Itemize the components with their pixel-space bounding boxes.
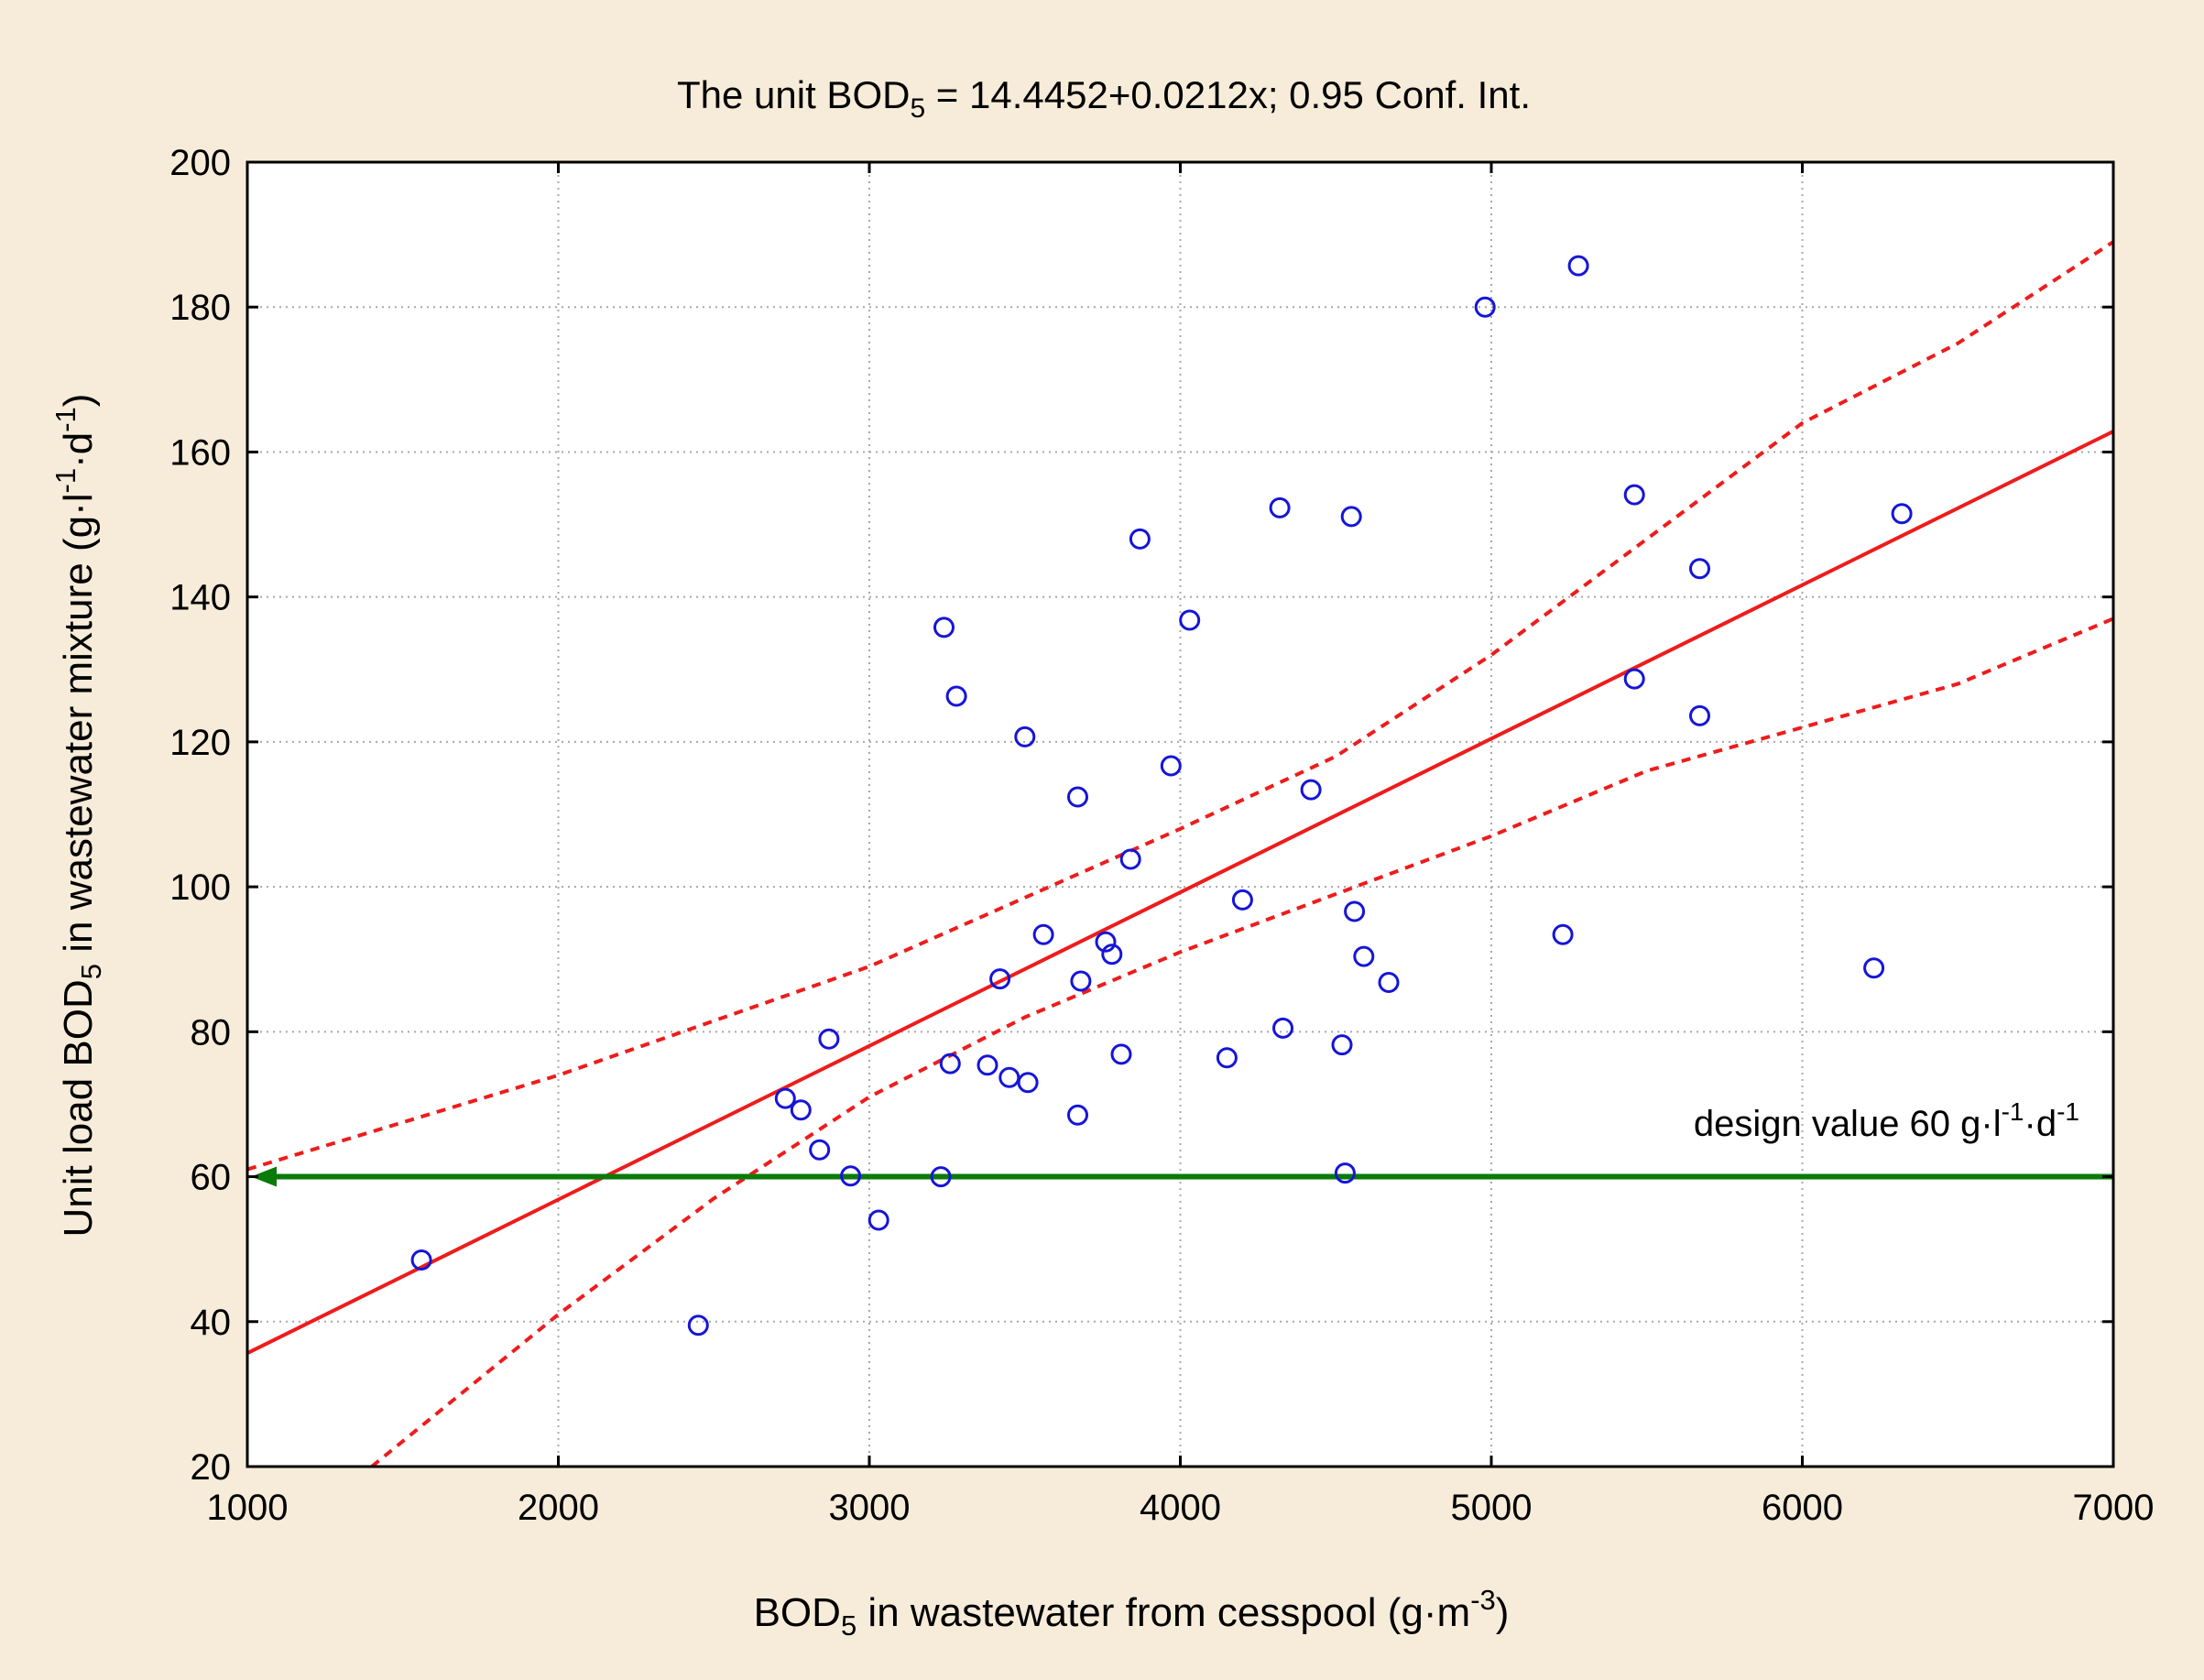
y-tick-label: 140 — [169, 578, 231, 618]
y-tick-label: 100 — [169, 867, 231, 908]
data-point — [1017, 1072, 1039, 1094]
x-tick-label: 6000 — [1762, 1488, 1843, 1528]
data-point — [1160, 755, 1182, 777]
data-point — [1344, 900, 1366, 922]
confidence-bands — [246, 240, 2115, 1468]
data-point — [687, 1315, 709, 1336]
y-tick-label: 180 — [169, 288, 231, 328]
ci-upper-line — [246, 240, 2115, 1172]
data-point — [989, 968, 1011, 990]
x-tick-label: 4000 — [1140, 1488, 1221, 1528]
data-point — [1378, 972, 1400, 993]
data-point — [1623, 484, 1645, 506]
y-axis-title: Unit load BOD5 in wastewater mixture (g·… — [49, 394, 107, 1238]
data-point — [939, 1053, 961, 1075]
data-point — [945, 685, 967, 707]
data-point — [1623, 668, 1645, 690]
plot-area — [247, 162, 2113, 1467]
data-point — [1689, 558, 1710, 580]
design-value-label: design value 60 g·l-1·d-1 — [1694, 1097, 2079, 1144]
data-point — [1119, 848, 1141, 870]
data-point — [1567, 255, 1589, 277]
data-point — [1272, 1017, 1293, 1039]
data-point — [1689, 704, 1710, 726]
data-point — [1032, 923, 1054, 945]
data-point — [1067, 786, 1088, 808]
y-tick-label: 60 — [191, 1158, 232, 1198]
data-point — [1891, 503, 1913, 525]
design-value-arrowhead — [251, 1166, 277, 1187]
x-tick-label: 7000 — [2073, 1488, 2155, 1528]
data-point — [1014, 725, 1036, 747]
data-point — [818, 1028, 840, 1050]
regression-line-group — [246, 430, 2114, 1356]
design-value-line-group — [251, 1166, 2113, 1187]
data-point — [790, 1099, 812, 1121]
data-points — [410, 255, 1913, 1336]
data-point — [809, 1139, 831, 1161]
data-point — [867, 1209, 889, 1231]
data-point — [933, 616, 955, 638]
regression-line — [246, 430, 2114, 1356]
data-point — [1067, 1104, 1088, 1126]
x-tick-label: 2000 — [518, 1488, 599, 1528]
data-point — [1863, 957, 1885, 979]
tick-labels: 1000 2000 3000 4000 5000 6000 7000 20 40 60 80 100 1… — [169, 143, 2154, 1528]
x-tick-label: 5000 — [1451, 1488, 1533, 1528]
y-tick-label: 40 — [191, 1303, 232, 1343]
y-tick-label: 80 — [191, 1012, 232, 1053]
ci-lower-line — [370, 616, 2114, 1468]
x-axis-title: BOD5 in wastewater from cesspool (g·m-3) — [754, 1584, 1510, 1642]
y-tick-label: 160 — [169, 432, 231, 473]
data-point — [840, 1165, 862, 1187]
data-point — [1216, 1047, 1238, 1069]
data-point — [1231, 889, 1253, 911]
y-tick-label: 20 — [191, 1447, 232, 1488]
data-point — [1101, 944, 1123, 965]
data-point — [1340, 506, 1362, 528]
data-point — [1353, 945, 1375, 967]
data-point — [1095, 931, 1117, 953]
data-point — [998, 1066, 1020, 1088]
x-tick-label: 1000 — [207, 1488, 289, 1528]
x-tick-label: 3000 — [829, 1488, 911, 1528]
data-point — [1179, 609, 1201, 631]
data-point — [1331, 1034, 1353, 1056]
y-tick-label: 120 — [169, 723, 231, 763]
data-point — [1110, 1043, 1132, 1065]
data-point — [1070, 970, 1092, 992]
tick-marks — [245, 160, 2115, 1468]
data-point — [1269, 496, 1291, 518]
data-point — [1334, 1162, 1356, 1184]
data-point — [930, 1166, 952, 1188]
data-point — [774, 1087, 796, 1109]
y-tick-label: 200 — [169, 143, 231, 183]
chart-title: The unit BOD5 = 14.4452+0.0212x; 0.95 Co… — [677, 73, 1531, 124]
data-point — [1474, 296, 1496, 318]
data-point — [1552, 923, 1574, 945]
data-point — [1129, 528, 1151, 550]
data-point — [977, 1054, 998, 1076]
data-point — [1300, 779, 1322, 801]
data-point — [410, 1249, 432, 1271]
